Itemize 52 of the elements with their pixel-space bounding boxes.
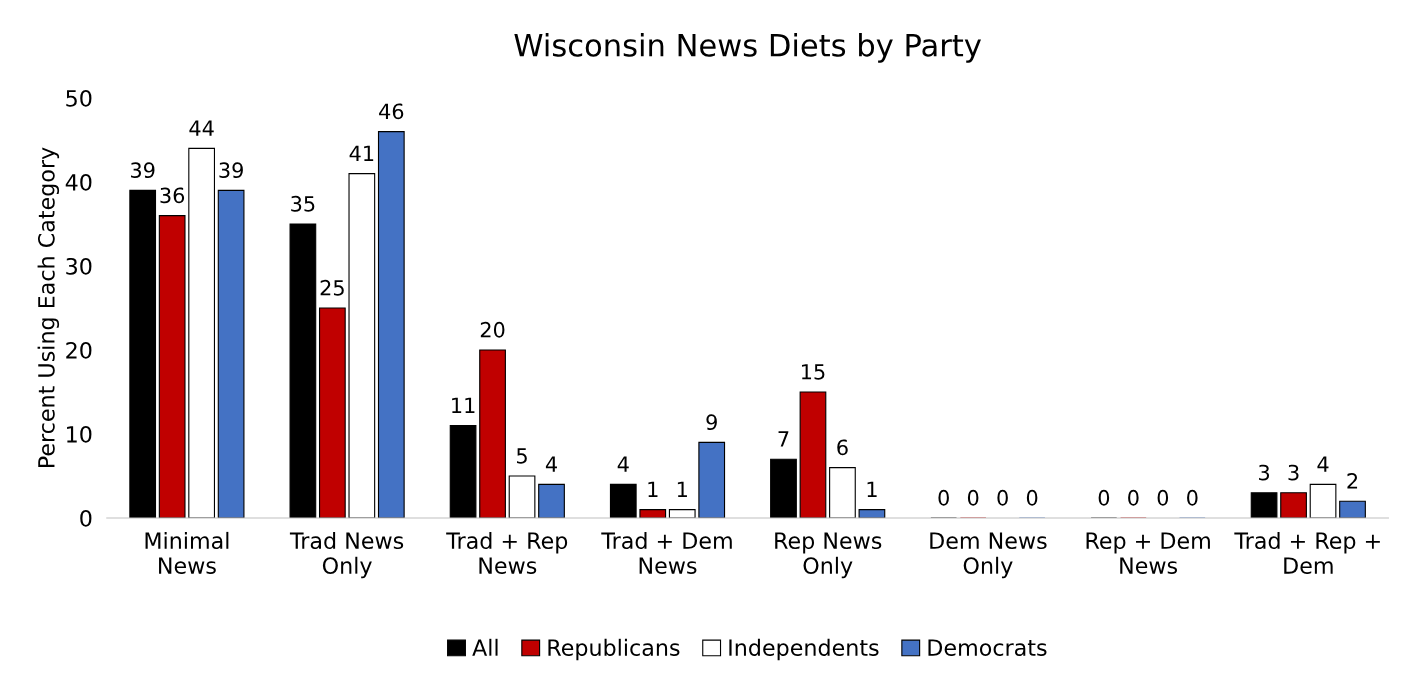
y-tick-label: 20 — [66, 341, 92, 359]
data-label: 9 — [706, 414, 717, 431]
data-label: 1 — [867, 481, 877, 497]
legend-label: All — [472, 638, 498, 656]
data-label: 46 — [379, 103, 404, 120]
data-label: 4 — [617, 456, 629, 472]
data-label: 3 — [1288, 464, 1299, 481]
legend-label: Independents — [729, 638, 879, 661]
x-tick-label: Rep News Only — [775, 532, 882, 579]
data-label: 0 — [938, 489, 949, 506]
data-label: 4 — [545, 456, 557, 472]
data-label: 0 — [1157, 489, 1169, 506]
data-label: 3 — [1259, 464, 1270, 481]
y-tick-label: 0 — [80, 509, 92, 527]
y-tick-label: 10 — [67, 425, 92, 443]
data-label: 0 — [1128, 489, 1139, 506]
x-tick-label: Trad News Only — [289, 531, 404, 579]
data-label: 0 — [1098, 489, 1110, 506]
data-label: 35 — [291, 195, 315, 212]
data-label: 44 — [189, 120, 214, 136]
legend-label: Democrats — [928, 639, 1047, 656]
x-tick-label: Trad + Rep News — [446, 531, 568, 574]
data-label: 5 — [517, 448, 527, 464]
y-tick-label: 40 — [65, 173, 92, 191]
data-label: 0 — [1026, 489, 1038, 506]
data-label: 15 — [801, 364, 825, 380]
x-tick-label: Minimal News — [145, 531, 229, 574]
y-axis-title: Percent Using Each Category — [37, 147, 60, 468]
data-label: 4 — [1317, 456, 1329, 472]
data-label: 7 — [778, 431, 789, 447]
x-tick-label: Trad + Rep + Dem — [1234, 531, 1380, 574]
data-label: 0 — [967, 489, 979, 506]
data-label: 39 — [131, 162, 155, 179]
data-label: 0 — [1187, 489, 1198, 506]
legend-label: Republicans — [548, 638, 680, 661]
x-tick-label: Trad + Dem News — [601, 531, 732, 574]
data-label: 11 — [452, 397, 475, 413]
data-label: 2 — [1347, 473, 1358, 489]
data-label: 1 — [677, 481, 687, 497]
x-tick-label: Rep + Dem News — [1086, 532, 1210, 574]
data-label: 20 — [480, 321, 505, 338]
data-label: 6 — [837, 439, 848, 456]
y-tick-label: 50 — [66, 89, 92, 107]
data-label: 39 — [219, 162, 243, 179]
data-label: 1 — [648, 481, 658, 497]
x-tick-label: Dem News Only — [930, 532, 1047, 579]
data-label: 41 — [349, 145, 374, 161]
data-label: 25 — [320, 279, 344, 296]
data-label: 0 — [997, 489, 1008, 506]
data-label: 36 — [160, 187, 185, 204]
y-tick-label: 30 — [66, 257, 92, 275]
chart-title: Wisconsin News Diets by Party — [514, 33, 981, 63]
